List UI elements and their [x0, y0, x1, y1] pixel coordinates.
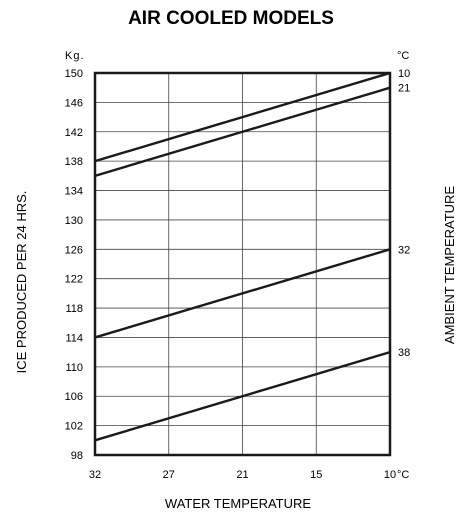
- x-tick-label: 32: [89, 469, 101, 481]
- right-unit-label: °C: [397, 50, 409, 62]
- y-tick-label: 142: [65, 127, 83, 139]
- y-tick-label: 118: [65, 303, 83, 315]
- series-lines: [94, 71, 391, 442]
- y-tick-label: 122: [65, 274, 83, 286]
- y-tick-label: 134: [65, 186, 83, 198]
- series-line-38: [94, 351, 391, 442]
- right-axis-title: AMBIENT TEMPERATURE: [442, 186, 457, 345]
- y-tick-label: 146: [65, 97, 83, 109]
- y-unit-label: Kg.: [65, 50, 85, 62]
- series-line-10: [94, 71, 391, 163]
- y-tick-label: 126: [65, 244, 83, 256]
- series-label-21: 21: [398, 83, 410, 95]
- series-line-21: [94, 86, 391, 177]
- y-axis-title: ICE PRODUCED PER 24 HRS.: [14, 191, 29, 374]
- y-tick-label: 130: [65, 215, 83, 227]
- y-tick-label: 150: [65, 68, 83, 80]
- y-tick-label: 114: [65, 332, 83, 344]
- x-tick-label: 15: [310, 469, 322, 481]
- y-tick-label: 106: [65, 391, 83, 403]
- y-tick-label: 110: [65, 362, 83, 374]
- series-label-38: 38: [398, 347, 410, 359]
- x-tick-label: 10: [384, 469, 396, 481]
- series-label-32: 32: [398, 244, 410, 256]
- series-label-10: 10: [398, 68, 410, 80]
- x-unit-label: °C: [397, 469, 409, 481]
- grid: [95, 73, 390, 455]
- x-axis-title: WATER TEMPERATURE: [165, 496, 311, 511]
- plot-frame: [93, 71, 392, 457]
- tick-labels: 32 27 21 15 10 150 146 142 138 134 130 126 122 118 114…: [65, 68, 411, 481]
- y-tick-label: 98: [71, 450, 83, 462]
- x-tick-label: 21: [236, 469, 248, 481]
- x-tick-label: 27: [163, 469, 175, 481]
- y-tick-label: 138: [65, 156, 83, 168]
- chart-title: AIR COOLED MODELS: [128, 8, 334, 29]
- y-tick-label: 102: [65, 421, 83, 433]
- series-line-32: [94, 248, 391, 339]
